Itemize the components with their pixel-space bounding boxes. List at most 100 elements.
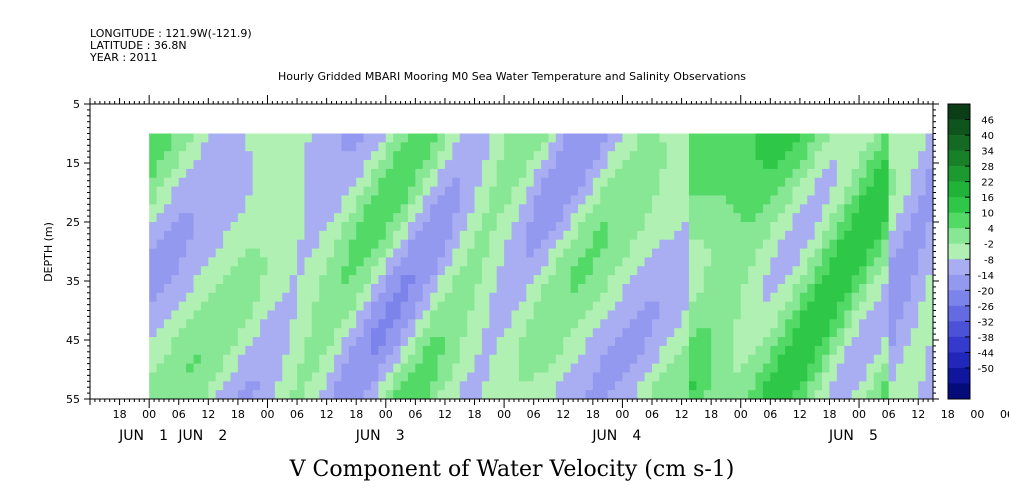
heatmap-cell <box>910 195 919 205</box>
heatmap-cell <box>407 328 416 338</box>
heatmap-cell <box>733 230 742 241</box>
heatmap-cell <box>437 310 446 320</box>
heatmap-cell <box>371 372 379 382</box>
heatmap-cell <box>873 142 882 152</box>
heatmap-cell <box>297 301 305 311</box>
heatmap-cell <box>223 248 231 258</box>
heatmap-cell <box>659 248 668 258</box>
heatmap-cell <box>873 222 882 232</box>
heatmap-cell <box>755 310 764 320</box>
heatmap-cell <box>504 213 512 223</box>
heatmap-cell <box>548 363 557 373</box>
latitude-label: LATITUDE : 36.8N <box>90 39 187 52</box>
heatmap-cell <box>748 133 756 143</box>
heatmap-cell <box>237 133 246 143</box>
heatmap-cell <box>725 213 734 223</box>
heatmap-cell <box>777 151 786 161</box>
heatmap-cell <box>289 186 298 196</box>
heatmap-cell <box>363 168 372 179</box>
heatmap-cell <box>496 204 505 214</box>
heatmap-cell <box>348 283 357 294</box>
heatmap-cell <box>688 151 697 161</box>
heatmap-cell <box>430 213 438 223</box>
heatmap-cell <box>555 133 564 143</box>
heatmap-cell <box>888 266 897 276</box>
heatmap-cell <box>223 337 231 347</box>
heatmap-cell <box>859 195 867 205</box>
heatmap-cell <box>748 160 756 170</box>
heatmap-cell <box>570 230 579 241</box>
heatmap-cell <box>504 230 512 241</box>
heatmap-cell <box>873 354 882 364</box>
heatmap-cell <box>504 275 512 285</box>
heatmap-cell <box>881 328 890 338</box>
heatmap-cell <box>474 257 483 267</box>
heatmap-cell <box>696 337 705 347</box>
heatmap-cell <box>393 213 401 223</box>
heatmap-cell <box>274 195 283 205</box>
x-tick-label: 18 <box>586 408 600 421</box>
heatmap-cell <box>378 266 387 276</box>
heatmap-cell <box>674 133 682 143</box>
heatmap-cell <box>859 266 867 276</box>
heatmap-cell <box>799 133 808 143</box>
heatmap-cell <box>733 310 742 320</box>
heatmap-cell <box>171 239 180 249</box>
heatmap-cell <box>178 177 187 187</box>
heatmap-cell <box>918 363 926 373</box>
heatmap-cell <box>836 275 845 285</box>
heatmap-cell <box>578 337 586 347</box>
heatmap-cell <box>696 292 705 303</box>
heatmap-cell <box>252 372 261 382</box>
heatmap-cell <box>674 372 682 382</box>
heatmap-cell <box>437 381 446 391</box>
heatmap-cell <box>725 257 734 267</box>
heatmap-cell <box>814 390 823 400</box>
heatmap-cell <box>400 133 409 143</box>
heatmap-cell <box>511 310 520 320</box>
heatmap-cell <box>703 301 712 311</box>
heatmap-cell <box>799 168 808 179</box>
heatmap-cell <box>829 230 838 241</box>
heatmap-cell <box>156 337 165 347</box>
heatmap-cell <box>223 328 231 338</box>
heatmap-cell <box>474 133 483 143</box>
heatmap-cell <box>659 204 668 214</box>
heatmap-cell <box>814 177 823 187</box>
heatmap-cell <box>393 390 401 400</box>
heatmap-cell <box>415 204 424 214</box>
heatmap-cell <box>260 257 268 267</box>
heatmap-cell <box>696 275 705 285</box>
heatmap-cell <box>844 230 853 241</box>
heatmap-cell <box>762 133 771 143</box>
heatmap-cell <box>644 160 653 170</box>
heatmap-cell <box>570 248 579 258</box>
heatmap-cell <box>511 151 520 161</box>
heatmap-cell <box>910 239 919 249</box>
heatmap-cell <box>733 204 742 214</box>
heatmap-cell <box>186 310 194 320</box>
heatmap-cell <box>474 292 483 303</box>
heatmap-cell <box>910 301 919 311</box>
heatmap-cell <box>356 186 364 196</box>
heatmap-cell <box>615 222 623 232</box>
heatmap-cell <box>348 230 357 241</box>
heatmap-cell <box>171 133 180 143</box>
heatmap-cell <box>814 337 823 347</box>
heatmap-cell <box>496 133 505 143</box>
heatmap-cell <box>282 222 291 232</box>
heatmap-cell <box>615 177 623 187</box>
heatmap-cell <box>163 310 172 320</box>
chart-title: Hourly Gridded MBARI Mooring M0 Sea Wate… <box>278 70 746 83</box>
heatmap-cell <box>622 133 631 143</box>
heatmap-cell <box>459 142 468 152</box>
heatmap-cell <box>334 301 342 311</box>
heatmap-cell <box>674 248 682 258</box>
heatmap-cell <box>592 292 601 303</box>
heatmap-cell <box>260 337 268 347</box>
heatmap-cell <box>156 310 165 320</box>
heatmap-cell <box>437 239 446 249</box>
heatmap-cell <box>555 292 564 303</box>
heatmap-cell <box>467 204 475 214</box>
heatmap-cell <box>363 390 372 400</box>
